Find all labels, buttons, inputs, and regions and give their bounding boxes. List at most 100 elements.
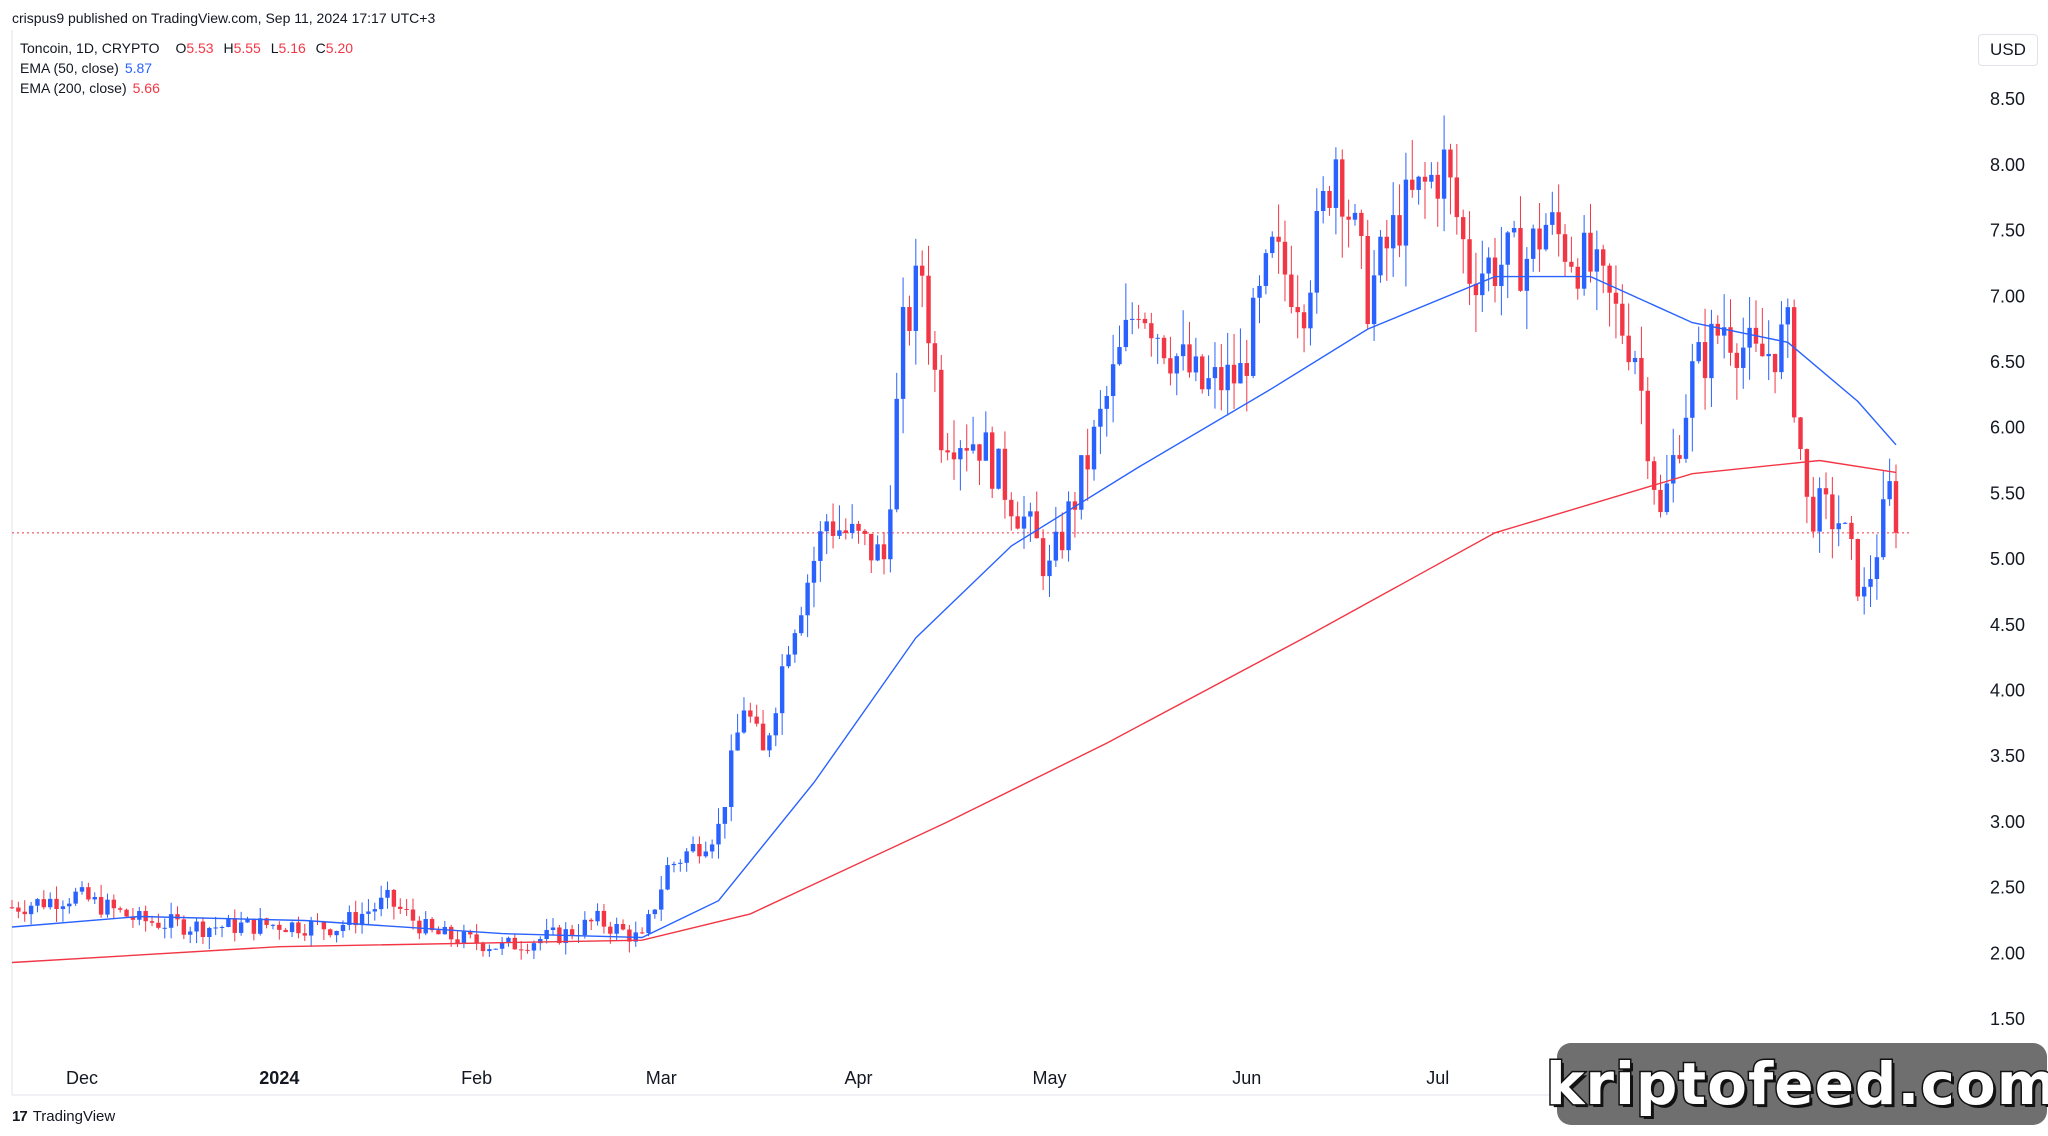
candle [620, 919, 626, 931]
candle [1390, 182, 1396, 277]
candle [232, 909, 237, 942]
candle-body [1760, 343, 1765, 357]
candle [563, 922, 568, 955]
candle-body [760, 723, 766, 751]
candle-body [1098, 408, 1103, 427]
tradingview-footer[interactable]: 17 TradingView [12, 1108, 115, 1125]
candle [283, 927, 288, 933]
candle [773, 707, 778, 747]
candle [951, 420, 957, 480]
ema50-legend-row[interactable]: EMA (50, close) 5.87 [20, 58, 353, 78]
candle-body [1257, 285, 1262, 298]
candle [1219, 344, 1224, 411]
candle [1072, 491, 1078, 538]
candle [1123, 283, 1129, 352]
low-value: 5.16 [278, 40, 306, 56]
candle-body [16, 907, 21, 912]
candle [359, 902, 365, 934]
candle [1613, 265, 1619, 339]
candle-body [1028, 511, 1033, 517]
candle [1187, 321, 1192, 378]
candle-body [1671, 455, 1676, 484]
candle [258, 908, 263, 936]
candle [1206, 355, 1211, 397]
candle-body [1556, 212, 1561, 235]
candle [1543, 213, 1549, 252]
candle [461, 924, 467, 949]
y-tick-label: 4.50 [1990, 615, 2025, 635]
price-axis[interactable]: 8.50 8.00 7.50 7.00 6.50 6.00 5.50 5.00 4.50 4.00… [1990, 89, 2025, 1029]
candle [881, 532, 887, 575]
ema200-legend-row[interactable]: EMA (200, close) 5.66 [20, 78, 353, 98]
candle [709, 839, 715, 859]
candle-body [226, 918, 231, 927]
candle-body [1467, 239, 1472, 284]
candle [512, 933, 518, 950]
candle [455, 930, 460, 948]
candle [67, 897, 72, 914]
candle [824, 514, 829, 555]
candle-body [1263, 253, 1269, 286]
candle [118, 906, 123, 913]
candle-body [1492, 257, 1498, 287]
candle [1518, 196, 1523, 292]
candle [1384, 219, 1390, 281]
candle-body [646, 914, 651, 934]
candle-body [1397, 215, 1402, 246]
candle-body [595, 910, 600, 922]
candle [366, 899, 371, 926]
candle-body [1238, 363, 1243, 384]
candle-body [1683, 417, 1689, 459]
candle [1836, 495, 1841, 547]
candle [1524, 247, 1530, 330]
candle [9, 900, 15, 910]
candle-body [398, 906, 403, 909]
candle-body [1639, 357, 1644, 391]
candle-body [1505, 232, 1510, 265]
candle [1276, 204, 1281, 274]
candle [748, 702, 753, 723]
candle-body [98, 896, 104, 915]
candle [659, 875, 664, 921]
candle [1620, 284, 1625, 345]
candle [595, 903, 600, 926]
candle [1460, 209, 1466, 274]
candle [786, 645, 791, 669]
candle-body [1212, 367, 1218, 379]
candle [404, 899, 409, 916]
candle [907, 295, 912, 346]
candle [1009, 492, 1014, 531]
candle-body [1702, 342, 1708, 379]
candle-body [939, 369, 944, 451]
candle [1569, 236, 1574, 273]
candle-body [67, 903, 72, 907]
candle-body [773, 713, 778, 736]
candle-body [1378, 236, 1383, 276]
candle-body [1072, 501, 1078, 510]
currency-button[interactable]: USD [1978, 34, 2038, 66]
candle-body [1874, 557, 1880, 579]
candle [1130, 302, 1135, 335]
candle [1785, 298, 1790, 359]
candle [219, 925, 225, 938]
candle [156, 913, 161, 930]
candle [1091, 419, 1097, 481]
candle-body [652, 909, 658, 915]
candle [779, 654, 785, 735]
candle-body [1518, 228, 1523, 291]
candle [1766, 320, 1771, 381]
candle [862, 528, 868, 546]
candle [16, 901, 21, 919]
candle [1505, 231, 1510, 299]
candle-body [1340, 159, 1345, 217]
candle-body [468, 931, 473, 935]
candle [843, 518, 848, 540]
x-tick-label: Feb [461, 1068, 492, 1088]
candle-body [47, 898, 53, 908]
candle [875, 535, 880, 562]
candle-body [1110, 364, 1116, 397]
candle-body [563, 929, 568, 944]
candle [1314, 188, 1319, 314]
candle [79, 881, 85, 895]
